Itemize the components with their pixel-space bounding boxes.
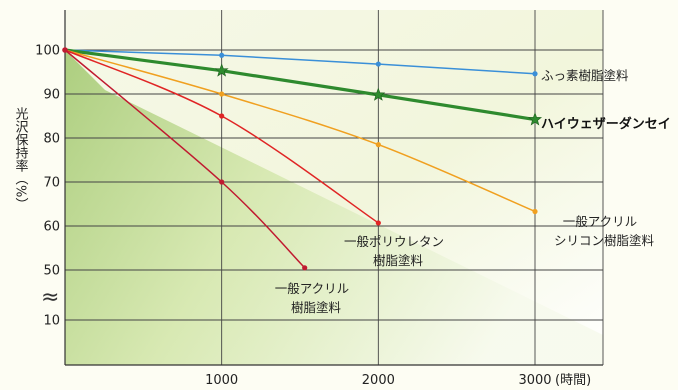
data-point [375, 142, 381, 148]
series-label: ふっ素樹脂塗料 [541, 68, 629, 83]
data-point-star [371, 87, 386, 101]
y-tick-label: 60 [43, 220, 60, 235]
series-label: 樹脂塗料 [373, 253, 424, 268]
y-tick-label: 100 [35, 44, 60, 59]
data-point [375, 220, 381, 226]
green-gradient-band [65, 50, 603, 365]
data-point [532, 71, 538, 77]
data-point [219, 91, 225, 97]
y-tick-label: 80 [43, 132, 60, 147]
series-label: 一般アクリル [275, 281, 349, 296]
y-axis-label: 光沢保持率（%） [13, 107, 29, 210]
data-point [532, 208, 538, 215]
data-point-origin [62, 47, 68, 53]
series-label: 樹脂塗料 [291, 300, 342, 315]
x-tick-label: 1000 [205, 373, 238, 388]
series-label: 一般ポリウレタン [344, 234, 444, 249]
data-point-star [527, 112, 543, 126]
series-line [64, 49, 536, 75]
series-label: ハイウェザーダンセイ [541, 116, 671, 132]
data-point [375, 61, 381, 67]
x-tick-label: 2000 [362, 373, 395, 388]
data-point [219, 52, 225, 58]
series-line [64, 49, 536, 213]
data-point-star [214, 63, 229, 77]
y-tick-label: 50 [43, 264, 60, 279]
x-tick-label: 3000 [518, 373, 551, 388]
axis-break-icon: ≈ [41, 285, 59, 310]
series-line [64, 49, 306, 269]
series-line [63, 48, 537, 122]
series-label: 一般アクリル [563, 214, 637, 229]
data-point [302, 265, 308, 271]
y-tick-label: 70 [43, 176, 60, 191]
data-point [219, 179, 225, 185]
y-tick-label: 10 [43, 314, 60, 329]
x-unit-label: (時間) [555, 373, 591, 388]
y-tick-label: 90 [43, 88, 60, 103]
series-label: シリコン樹脂塗料 [554, 233, 655, 248]
data-point [219, 113, 225, 119]
